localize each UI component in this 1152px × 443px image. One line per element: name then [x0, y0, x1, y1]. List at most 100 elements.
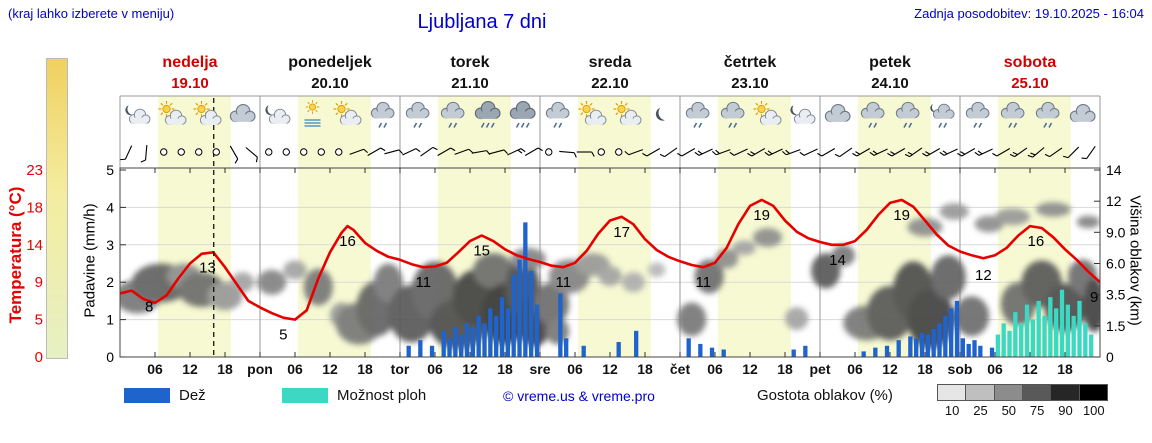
wind-symbol: [454, 148, 474, 155]
wind-symbol: [922, 148, 941, 157]
weather-icon-rain: [440, 101, 465, 128]
wind-symbol: [694, 148, 713, 156]
wind-symbol: [904, 147, 923, 158]
shower-bar: [1042, 315, 1047, 357]
weather-icon-d-part: [333, 101, 362, 125]
wind-symbol: [939, 148, 958, 156]
cloud-blob: [472, 253, 514, 289]
copyright-link[interactable]: © vreme.us & vreme.pro: [503, 388, 655, 404]
x-hour-label: 18: [777, 361, 793, 377]
wind-symbol: [992, 148, 1011, 157]
weather-icon-rain: [405, 101, 430, 128]
wind-symbol: [349, 148, 369, 155]
cloud-blob: [785, 307, 809, 330]
wind-symbol: [817, 148, 836, 157]
weather-icon-rain: [545, 101, 570, 128]
cloud-blob: [752, 228, 783, 247]
rain-bar: [925, 334, 930, 357]
x-day-label: pet: [810, 361, 831, 377]
wind-symbol: [471, 150, 491, 155]
wind-symbol: [317, 148, 325, 156]
rain-bar: [564, 338, 569, 357]
shower-bar: [1059, 289, 1065, 357]
day-name: petek: [869, 54, 911, 71]
daylight-band: [717, 96, 791, 357]
x-hour-label: 06: [287, 361, 303, 377]
cloud-blob: [995, 208, 1030, 226]
rain-bar: [459, 334, 464, 357]
wind-symbol: [974, 148, 993, 156]
rain-bar: [511, 274, 516, 357]
precip-tick: 3: [106, 237, 114, 253]
shower-bar: [1036, 300, 1041, 357]
cloud-blob: [1082, 278, 1100, 333]
wind-symbol: [597, 148, 605, 156]
cloud-blob: [939, 203, 969, 220]
wind-symbol: [367, 147, 386, 156]
rain-bar: [884, 345, 890, 357]
rain-bar: [499, 297, 505, 357]
x-hour-label: 12: [1022, 361, 1038, 377]
shower-bar: [1065, 304, 1070, 357]
wind-symbol: [1009, 147, 1028, 158]
x-day-label: sob: [948, 361, 973, 377]
cloud-tick: 1.5: [1106, 318, 1126, 334]
temp-value-label: 13: [199, 259, 216, 276]
temp-tick: 0: [35, 349, 43, 366]
x-hour-label: 18: [637, 361, 653, 377]
wind-symbol: [420, 146, 438, 157]
cloud-blob: [732, 240, 756, 256]
rain-bar: [873, 347, 878, 357]
rain-bar: [534, 304, 540, 357]
rain-bar: [634, 330, 639, 357]
wind-symbol: [245, 147, 258, 163]
rain-bar: [861, 351, 866, 357]
weather-icon-rain2: [474, 100, 501, 128]
wind-symbol: [677, 148, 696, 157]
rain-bar: [931, 328, 936, 357]
rain-bar: [470, 327, 475, 357]
wind-symbol: [957, 148, 976, 157]
wind-symbol: [659, 147, 678, 158]
shower-bar: [1007, 330, 1012, 357]
wind-symbol: [282, 148, 290, 156]
rain-bar: [686, 338, 691, 357]
temp-value-label: 14: [829, 252, 846, 269]
rain-bar: [919, 332, 925, 357]
wind-symbol: [212, 148, 220, 156]
rain-bar: [908, 336, 913, 357]
cloud-blob: [907, 288, 955, 349]
day-name: ponedeljek: [288, 54, 372, 71]
x-hour-label: 12: [182, 361, 198, 377]
weather-icon-n-part: [790, 105, 816, 124]
shower-bar: [1001, 323, 1006, 357]
wind-symbol: [869, 148, 888, 156]
cloud-tick: 6.0: [1106, 256, 1126, 272]
wind-symbol: [384, 149, 403, 155]
precip-bars: [406, 222, 1094, 357]
x-hour-label: 18: [497, 361, 513, 377]
daylight-band: [577, 96, 651, 357]
wind-symbol: [624, 149, 644, 156]
wind-symbol: [1081, 145, 1096, 160]
day-name: torek: [450, 54, 489, 71]
rain-bar: [418, 340, 423, 357]
day-date: 25.10: [1011, 75, 1049, 92]
x-day-label: sre: [529, 361, 550, 377]
precip-tick: 5: [106, 162, 114, 178]
shower-bar: [1019, 323, 1024, 357]
wind-symbol: [559, 150, 577, 158]
rain-bar: [616, 342, 621, 357]
wind-symbol: [764, 148, 783, 156]
temp-value-label: 16: [339, 233, 356, 250]
cloud-blob: [598, 265, 622, 286]
wind-symbol: [834, 147, 853, 158]
shower-bar: [1030, 319, 1035, 357]
wind-symbol: [507, 148, 526, 156]
weather-icon-rain: [1000, 101, 1025, 128]
rain-bar: [960, 338, 965, 357]
temp-value-label: 17: [613, 224, 630, 241]
wind-symbol: [1044, 147, 1063, 158]
